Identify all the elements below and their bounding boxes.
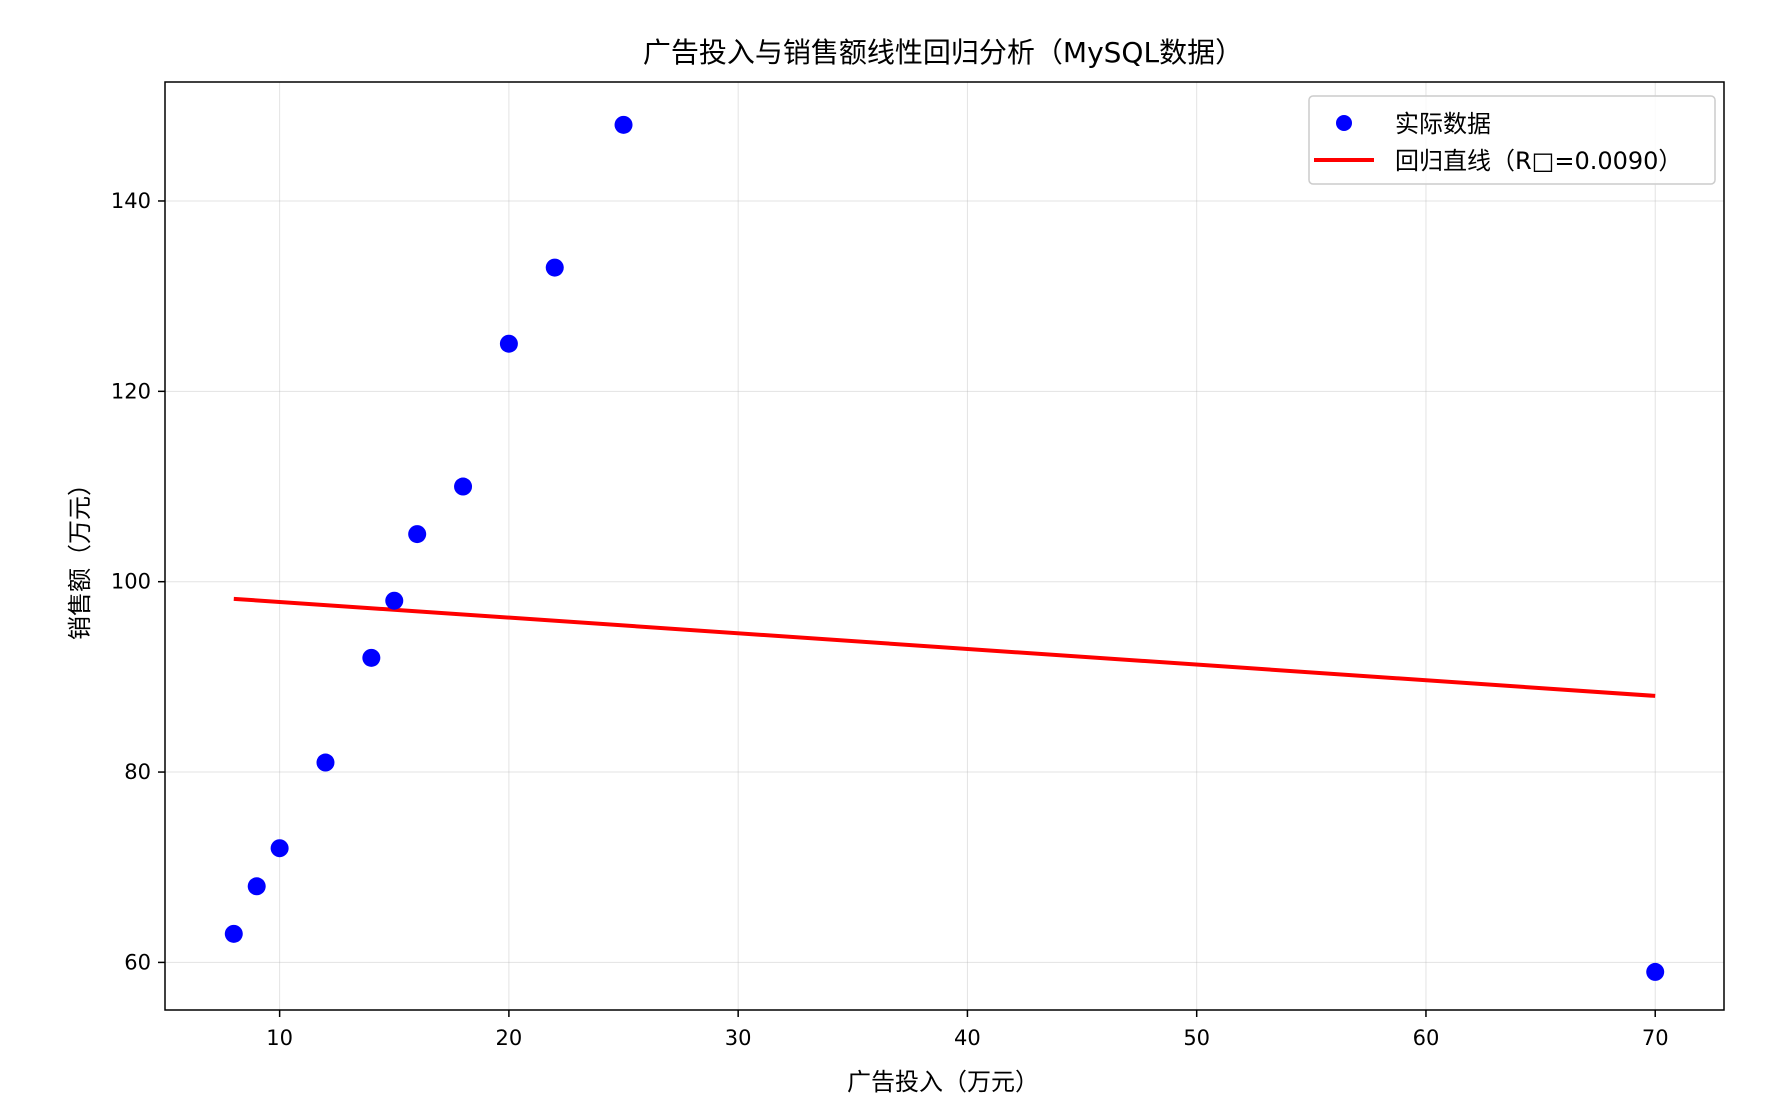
x-axis-ticks: 10 20 30 40 50 60 70 (266, 1010, 1669, 1050)
legend-scatter-marker (1336, 115, 1352, 131)
x-tick-label: 60 (1413, 1026, 1440, 1050)
legend: 实际数据 回归直线（R□=0.0090） (1308, 95, 1716, 185)
regression-line-layer (233, 596, 1656, 698)
regression-line (233, 596, 1656, 698)
data-point (224, 924, 243, 943)
data-point (454, 477, 473, 496)
chart-title: 广告投入与销售额线性回归分析（MySQL数据） (643, 36, 1243, 69)
x-axis-label: 广告投入（万元） (847, 1068, 1039, 1096)
x-tick-label: 20 (496, 1026, 523, 1050)
data-point (247, 877, 266, 896)
data-point (270, 839, 289, 858)
legend-box (1308, 95, 1716, 185)
x-tick-label: 70 (1642, 1026, 1669, 1050)
data-point (1646, 962, 1665, 981)
x-tick-label: 30 (725, 1026, 752, 1050)
data-points-layer (224, 115, 1665, 981)
x-tick-label: 50 (1183, 1026, 1210, 1050)
data-point (362, 648, 381, 667)
plot-area-frame (164, 81, 1725, 1011)
data-point (614, 115, 633, 134)
y-tick-label: 80 (124, 760, 151, 784)
legend-scatter-label: 实际数据 (1395, 110, 1491, 138)
data-point (499, 334, 518, 353)
y-tick-label: 60 (124, 950, 151, 974)
data-point (408, 525, 427, 544)
y-tick-label: 100 (111, 570, 151, 594)
x-tick-label: 10 (266, 1026, 293, 1050)
grid (165, 82, 1724, 1010)
data-point (545, 258, 564, 277)
x-tick-label: 40 (954, 1026, 981, 1050)
data-point (385, 591, 404, 610)
y-axis-label: 销售额（万元） (66, 472, 94, 640)
data-point (316, 753, 335, 772)
y-tick-label: 120 (111, 379, 151, 403)
legend-line-label: 回归直线（R□=0.0090） (1395, 147, 1682, 175)
y-tick-label: 140 (111, 189, 151, 213)
y-axis-ticks: 60 80 100 120 140 (111, 189, 165, 974)
